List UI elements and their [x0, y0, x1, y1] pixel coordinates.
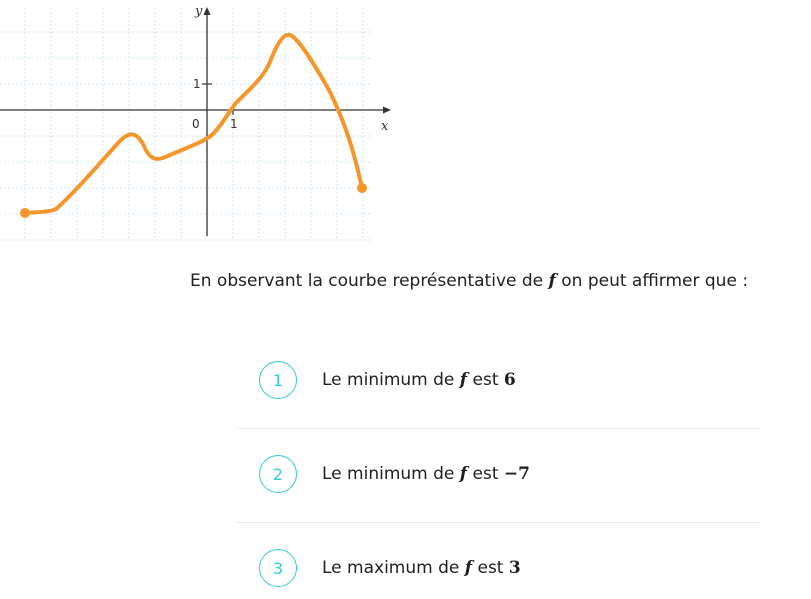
- curve-start-point: [20, 208, 30, 218]
- answer-option-3[interactable]: 3 Le maximum de f est 3: [259, 546, 759, 590]
- option-prefix: Le maximum de: [322, 558, 465, 578]
- option-text: Le minimum de f est −7: [322, 464, 530, 484]
- option-value: 6: [503, 370, 516, 390]
- x-axis-label: x: [381, 119, 389, 134]
- option-number-badge: 1: [259, 361, 297, 399]
- y-axis-arrow-icon: [203, 7, 211, 15]
- option-prefix: Le minimum de: [322, 464, 460, 484]
- curve-end-point: [357, 183, 367, 193]
- x-tick-label: 1: [230, 117, 238, 131]
- y-axis-label: y: [194, 4, 203, 19]
- y-tick-label: 1: [193, 77, 201, 91]
- option-divider: [235, 522, 760, 523]
- x-axis-arrow-icon: [383, 106, 391, 114]
- question-suffix: on peut affirmer que :: [555, 271, 749, 291]
- option-divider: [235, 428, 760, 429]
- option-number-badge: 2: [259, 455, 297, 493]
- option-var: f: [459, 370, 468, 390]
- option-var: f: [459, 464, 468, 484]
- x-axis: [0, 106, 391, 114]
- option-middle: est: [467, 370, 504, 390]
- option-text: Le minimum de f est 6: [322, 370, 516, 390]
- question-var: f: [548, 271, 556, 291]
- option-prefix: Le minimum de: [322, 370, 460, 390]
- graph-grid: [0, 8, 372, 241]
- option-text: Le maximum de f est 3: [322, 558, 521, 578]
- function-curve: [23, 32, 364, 215]
- question-prefix: En observant la courbe représentative de: [190, 271, 549, 291]
- option-var: f: [464, 558, 473, 578]
- answer-option-2[interactable]: 2 Le minimum de f est −7: [259, 452, 759, 496]
- origin-label: 0: [192, 117, 200, 131]
- y-axis: [203, 7, 211, 236]
- option-number-badge: 3: [259, 549, 297, 587]
- answer-option-1[interactable]: 1 Le minimum de f est 6: [259, 358, 759, 402]
- option-middle: est: [472, 558, 509, 578]
- function-graph: y x 0 1 1: [0, 4, 391, 241]
- option-middle: est: [467, 464, 504, 484]
- option-value: 3: [508, 558, 521, 578]
- question-text: En observant la courbe représentative de…: [190, 271, 748, 291]
- option-value: −7: [503, 464, 530, 484]
